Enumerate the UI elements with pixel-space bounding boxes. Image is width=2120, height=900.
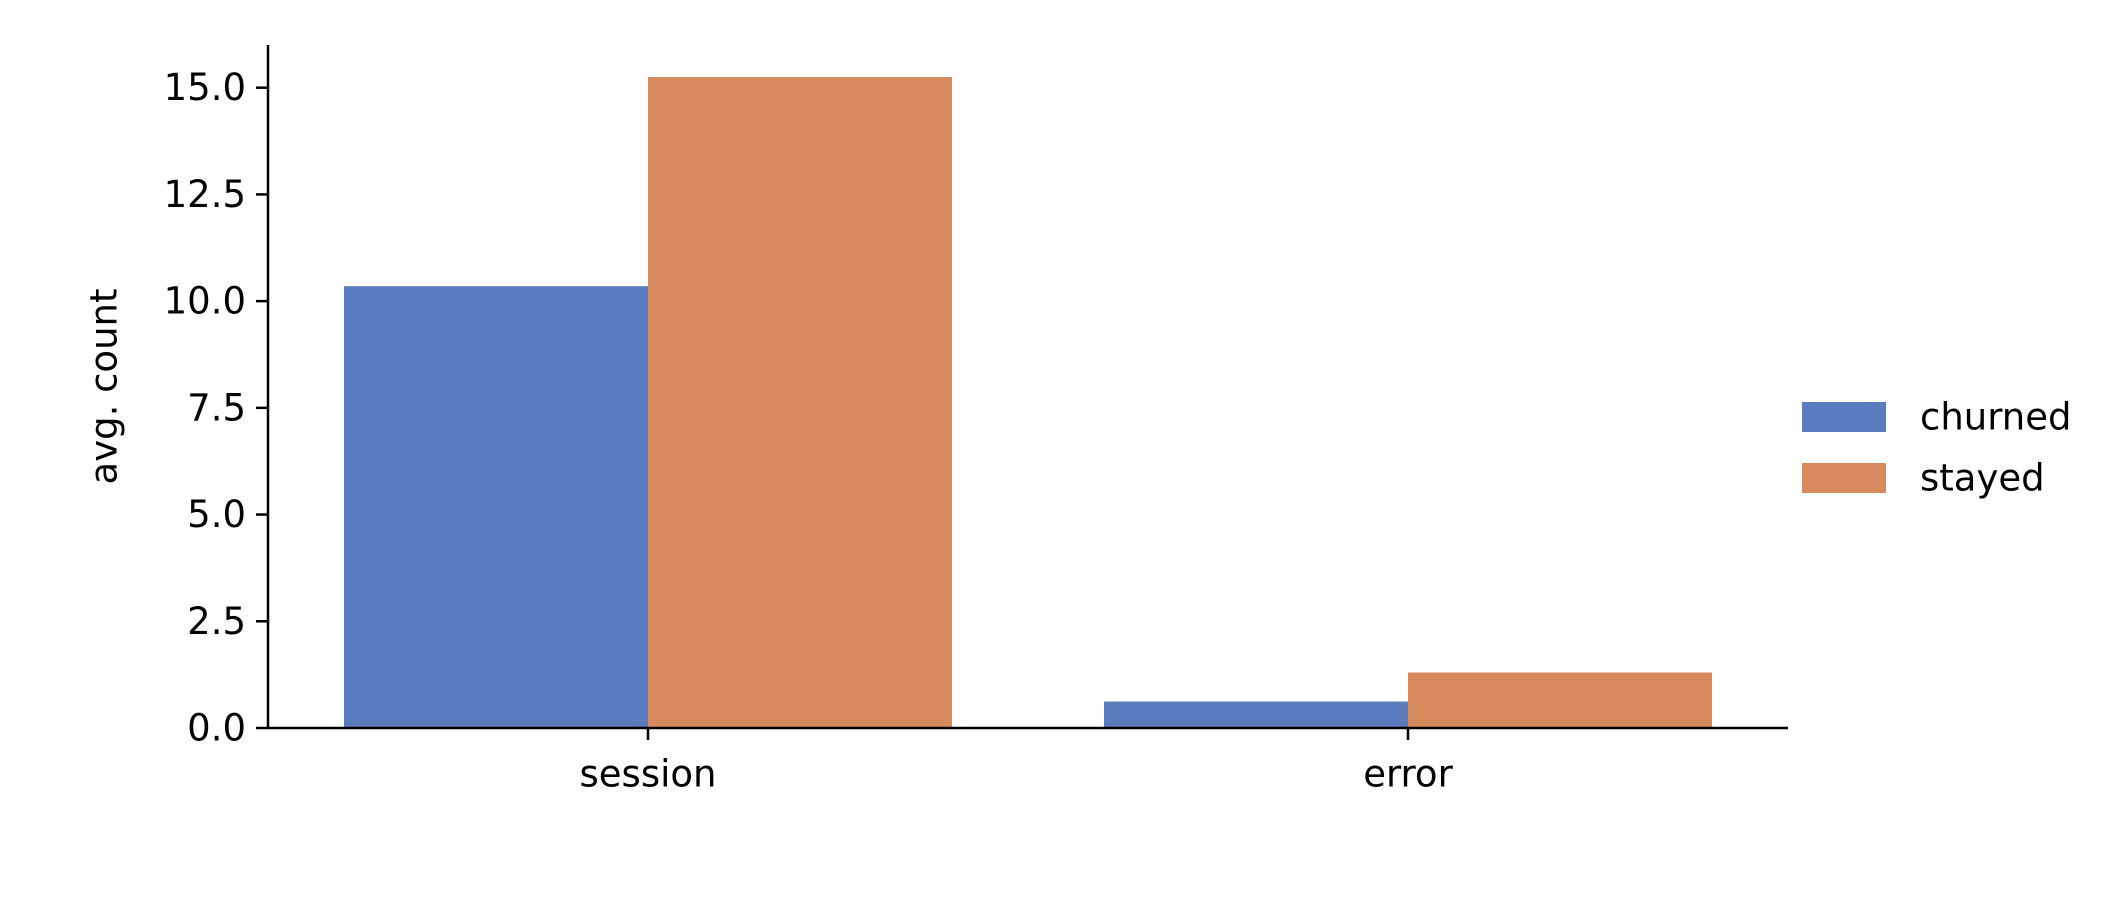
bars-group	[344, 77, 1712, 728]
legend-swatch-churned	[1802, 402, 1886, 432]
x-category-label: error	[1363, 753, 1453, 796]
bar-stayed-error	[1408, 672, 1712, 728]
legend-label-churned: churned	[1920, 396, 2072, 439]
x-category-label: session	[580, 753, 717, 796]
x-axis: session error	[268, 726, 1788, 796]
bar-churned-session	[344, 286, 648, 728]
y-tick-label: 7.5	[187, 386, 246, 429]
legend-label-stayed: stayed	[1920, 457, 2045, 500]
bar-churned-error	[1104, 701, 1408, 728]
y-tick-label: 5.0	[187, 493, 246, 536]
legend: churned stayed	[1802, 396, 2072, 500]
legend-swatch-stayed	[1802, 463, 1886, 493]
y-tick-label: 12.5	[164, 173, 246, 216]
y-tick-label: 0.0	[187, 707, 246, 750]
y-tick-label: 10.0	[164, 280, 246, 323]
y-tick-label: 15.0	[164, 66, 246, 109]
y-axis: 0.0 2.5 5.0 7.5 10.0 12.5 15.0	[164, 45, 270, 750]
bar-stayed-session	[648, 77, 952, 728]
y-axis-title: avg. count	[83, 289, 126, 485]
y-tick-label: 2.5	[187, 600, 246, 643]
